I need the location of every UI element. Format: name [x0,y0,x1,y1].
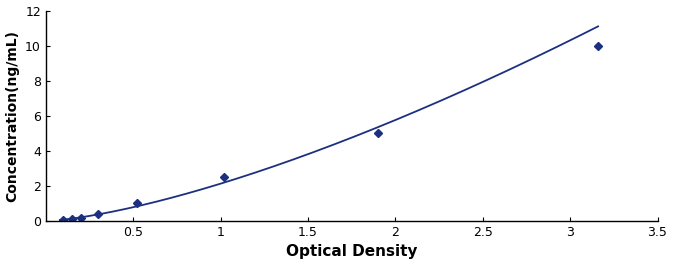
X-axis label: Optical Density: Optical Density [286,244,417,259]
Y-axis label: Concentration(ng/mL): Concentration(ng/mL) [5,30,20,202]
